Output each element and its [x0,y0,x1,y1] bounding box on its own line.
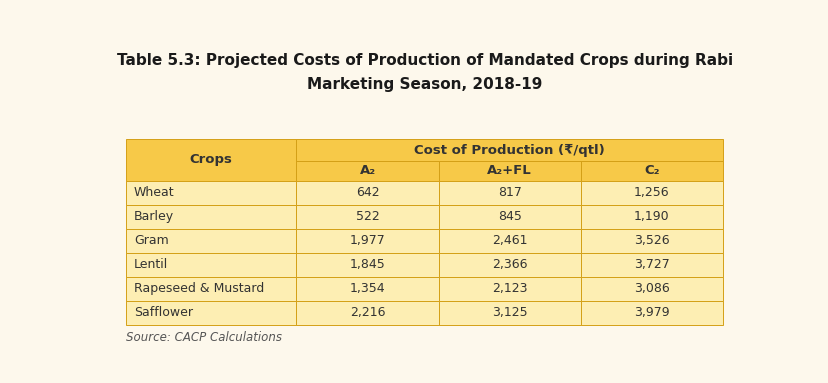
Bar [580,253,722,277]
Text: 2,366: 2,366 [491,258,527,271]
Bar [296,301,438,325]
Text: 845: 845 [497,210,521,223]
Text: 1,190: 1,190 [633,210,669,223]
Bar [580,161,722,181]
Bar [296,229,438,253]
Text: 3,979: 3,979 [633,306,669,319]
Bar [438,253,580,277]
Text: 3,526: 3,526 [633,234,669,247]
Text: 1,354: 1,354 [349,282,385,295]
Text: A₂: A₂ [359,164,375,177]
Text: Barley: Barley [133,210,174,223]
Bar [580,229,722,253]
Text: 642: 642 [355,186,379,199]
Bar [126,301,296,325]
Text: 2,461: 2,461 [491,234,527,247]
Bar [126,181,296,205]
Text: A₂+FL: A₂+FL [487,164,532,177]
Bar [296,253,438,277]
Text: 3,727: 3,727 [633,258,669,271]
Text: 817: 817 [497,186,521,199]
Text: 3,125: 3,125 [491,306,527,319]
Text: 1,845: 1,845 [349,258,385,271]
Text: Safflower: Safflower [133,306,193,319]
Text: Crops: Crops [190,153,233,166]
Bar [126,253,296,277]
Text: C₂: C₂ [643,164,659,177]
Text: Gram: Gram [133,234,168,247]
Bar [438,205,580,229]
Text: Lentil: Lentil [133,258,168,271]
Bar [580,181,722,205]
Text: Rapeseed & Mustard: Rapeseed & Mustard [133,282,264,295]
Bar [580,205,722,229]
Bar [296,277,438,301]
Text: 522: 522 [355,210,379,223]
Bar [126,229,296,253]
Bar [126,205,296,229]
Text: Table 5.3: Projected Costs of Production of Mandated Crops during Rabi: Table 5.3: Projected Costs of Production… [117,53,732,68]
Bar [580,277,722,301]
Text: Marketing Season, 2018-19: Marketing Season, 2018-19 [307,77,542,92]
Bar [438,301,580,325]
Bar [296,181,438,205]
Text: 2,216: 2,216 [349,306,385,319]
Bar [296,161,438,181]
Bar [296,139,722,161]
Text: Source: CACP Calculations: Source: CACP Calculations [126,331,282,344]
Text: 1,256: 1,256 [633,186,669,199]
Bar [438,181,580,205]
Bar [438,161,580,181]
Text: 1,977: 1,977 [349,234,385,247]
Bar [438,277,580,301]
Text: Cost of Production (₹/qtl): Cost of Production (₹/qtl) [414,144,604,157]
Bar [438,229,580,253]
Text: 3,086: 3,086 [633,282,669,295]
Text: 2,123: 2,123 [491,282,527,295]
Bar [580,301,722,325]
Bar [126,139,296,181]
Bar [126,277,296,301]
Bar [296,205,438,229]
Text: Wheat: Wheat [133,186,174,199]
